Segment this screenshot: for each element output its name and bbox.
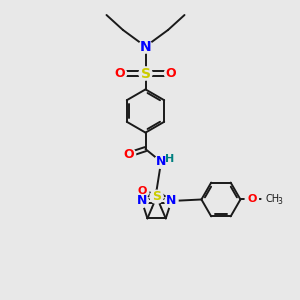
Circle shape bbox=[150, 190, 163, 203]
Text: O: O bbox=[115, 67, 125, 80]
Text: O: O bbox=[124, 148, 134, 161]
Text: N: N bbox=[166, 194, 177, 208]
Text: S: S bbox=[140, 67, 151, 80]
Text: N: N bbox=[136, 194, 147, 208]
Circle shape bbox=[113, 67, 127, 80]
Text: O: O bbox=[247, 194, 256, 205]
Text: O: O bbox=[137, 186, 147, 197]
Circle shape bbox=[262, 191, 279, 208]
Circle shape bbox=[139, 67, 152, 80]
Text: N: N bbox=[156, 155, 166, 168]
Text: N: N bbox=[140, 40, 151, 53]
Text: CH: CH bbox=[266, 194, 280, 205]
Circle shape bbox=[245, 193, 258, 206]
Text: O: O bbox=[166, 67, 176, 80]
Text: S: S bbox=[152, 190, 161, 203]
Circle shape bbox=[154, 155, 168, 168]
Circle shape bbox=[139, 40, 152, 53]
Circle shape bbox=[122, 148, 136, 161]
Text: 3: 3 bbox=[277, 197, 282, 206]
Circle shape bbox=[164, 67, 178, 80]
Circle shape bbox=[165, 194, 178, 208]
Circle shape bbox=[136, 185, 149, 198]
Circle shape bbox=[135, 194, 148, 208]
Text: H: H bbox=[166, 154, 175, 164]
